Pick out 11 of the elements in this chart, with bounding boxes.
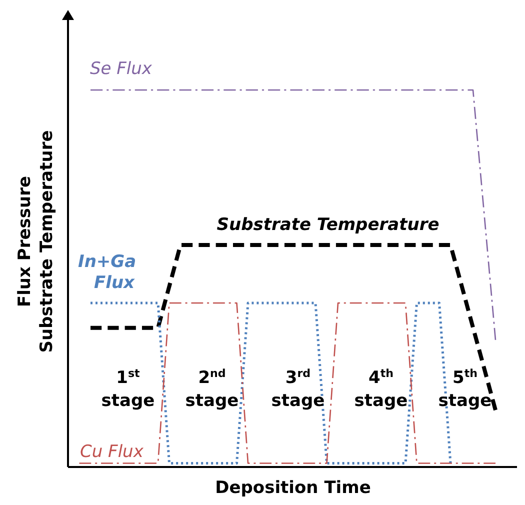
annotation: 5$^{th}$ stage bbox=[438, 366, 492, 411]
series-label: In+Ga Flux bbox=[78, 252, 136, 293]
x-axis-title: Deposition Time bbox=[215, 478, 371, 498]
annotation: 4$^{th}$ stage bbox=[354, 366, 408, 411]
series-label: Se Flux bbox=[90, 59, 153, 79]
annotation: 3$^{rd}$ stage bbox=[271, 366, 325, 411]
y-axis-title: Flux Pressure Substrate Temperature bbox=[15, 130, 57, 353]
series-label: Substrate Temperature bbox=[216, 215, 440, 235]
series-label: Cu Flux bbox=[80, 442, 144, 462]
annotation: 1$^{st}$ stage bbox=[101, 366, 155, 411]
annotation: 2$^{nd}$ stage bbox=[185, 366, 239, 411]
